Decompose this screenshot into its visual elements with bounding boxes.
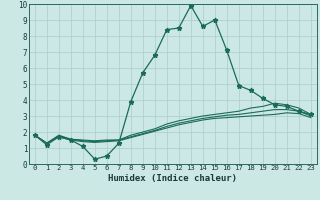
X-axis label: Humidex (Indice chaleur): Humidex (Indice chaleur)	[108, 174, 237, 183]
